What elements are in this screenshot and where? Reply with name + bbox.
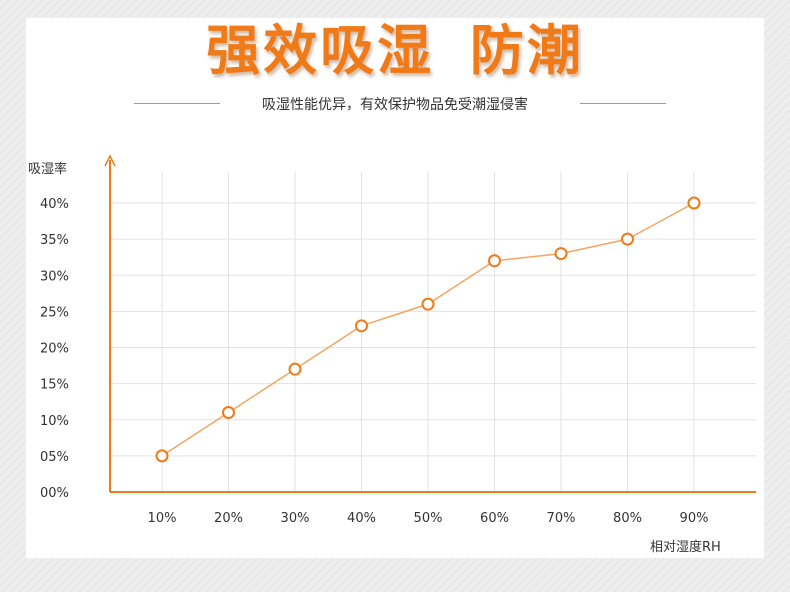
y-axis-label: 吸湿率 <box>28 161 67 177</box>
data-point <box>488 254 501 268</box>
x-tick-label: 90% <box>680 511 709 526</box>
data-point <box>355 319 368 333</box>
x-tick-label: 40% <box>347 511 376 526</box>
subtitle: 吸湿性能优异，有效保护物品免受潮湿侵害 <box>262 97 528 113</box>
data-point <box>687 196 701 210</box>
data-points <box>155 196 701 463</box>
y-tick-label: 25% <box>40 305 69 320</box>
x-tick-label: 10% <box>148 511 177 526</box>
axes <box>104 154 756 493</box>
subtitle-divider-left <box>134 103 220 104</box>
x-tick-label: 50% <box>414 511 443 526</box>
y-tick-label: 00% <box>40 486 69 501</box>
y-tick-label: 35% <box>40 233 69 248</box>
x-axis-label: 相对湿度RH <box>650 539 721 555</box>
y-axis-arrow <box>104 154 116 167</box>
data-point <box>288 362 302 376</box>
data-point <box>554 247 568 261</box>
y-tick-labels: 00% 05% 10% 15% 20% 25% 30% 35% 40% <box>40 197 69 501</box>
subtitle-divider-right <box>580 103 666 104</box>
data-point <box>155 449 169 463</box>
x-tick-labels: 10% 20% 30% 40% 50% 60% 70% 80% 90% <box>148 511 709 526</box>
x-tick-label: 30% <box>281 511 310 526</box>
x-tick-label: 20% <box>214 511 243 526</box>
chart-card <box>26 18 764 558</box>
data-point <box>621 232 634 246</box>
grid-lines <box>110 172 756 492</box>
subtitle-row: 吸湿性能优异，有效保护物品免受潮湿侵害 <box>0 92 790 116</box>
y-tick-label: 30% <box>40 269 69 284</box>
x-tick-label: 80% <box>613 511 642 526</box>
data-point <box>222 406 235 420</box>
y-tick-label: 20% <box>40 342 69 357</box>
data-point <box>421 297 435 311</box>
x-tick-label: 70% <box>547 511 576 526</box>
y-tick-label: 40% <box>40 197 69 212</box>
page-title: 强效吸湿 防潮 <box>206 19 584 82</box>
y-tick-label: 05% <box>40 450 69 465</box>
y-tick-label: 10% <box>40 414 69 429</box>
x-tick-label: 60% <box>480 511 509 526</box>
y-tick-label: 15% <box>40 378 69 393</box>
